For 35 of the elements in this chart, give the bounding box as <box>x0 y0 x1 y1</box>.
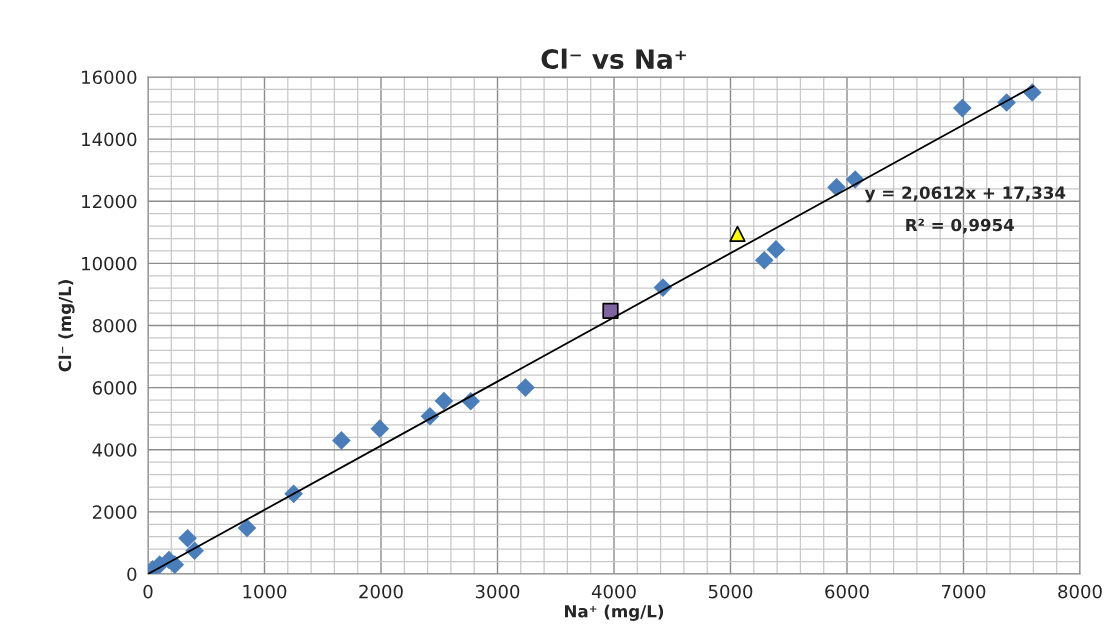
y-tick-label: 6000 <box>92 381 137 395</box>
chart-title: Cl⁻ vs Na⁺ <box>541 48 686 70</box>
point <box>754 250 774 270</box>
x-tick-label: 1000 <box>243 584 287 599</box>
y-axis-title: Cl⁻ (mg/L) <box>58 280 75 372</box>
point <box>516 378 535 397</box>
point <box>729 225 746 242</box>
point <box>370 419 390 438</box>
x-tick-label: 4000 <box>591 584 636 599</box>
y-tick-label: 0 <box>127 567 137 582</box>
x-tick-label: 7000 <box>942 584 986 599</box>
y-tick-label: 16000 <box>82 70 137 85</box>
x-tick-label: 0 <box>143 584 153 599</box>
annotation: y = 2,0612x + 17,334 <box>864 186 1066 203</box>
point <box>602 302 619 320</box>
point <box>237 518 257 538</box>
x-tick-label: 8000 <box>1058 584 1102 599</box>
x-tick-label: 3000 <box>475 584 520 599</box>
point <box>178 528 197 548</box>
point <box>766 240 786 259</box>
point <box>434 391 454 411</box>
point <box>827 177 846 197</box>
y-tick-label: 12000 <box>82 194 137 209</box>
y-tick-label: 8000 <box>92 318 137 333</box>
y-tick-label: 14000 <box>82 132 137 147</box>
x-tick-label: 5000 <box>708 584 753 599</box>
point <box>953 98 972 118</box>
x-axis-title: Na⁺ (mg/L) <box>565 604 664 621</box>
point <box>332 431 351 450</box>
y-tick-label: 10000 <box>82 256 137 271</box>
x-tick-label: 6000 <box>825 584 869 599</box>
x-tick-label: 2000 <box>359 584 403 599</box>
y-tick-label: 4000 <box>92 443 137 457</box>
y-tick-label: 2000 <box>92 505 137 519</box>
annotation: R² = 0,9954 <box>906 218 1014 234</box>
